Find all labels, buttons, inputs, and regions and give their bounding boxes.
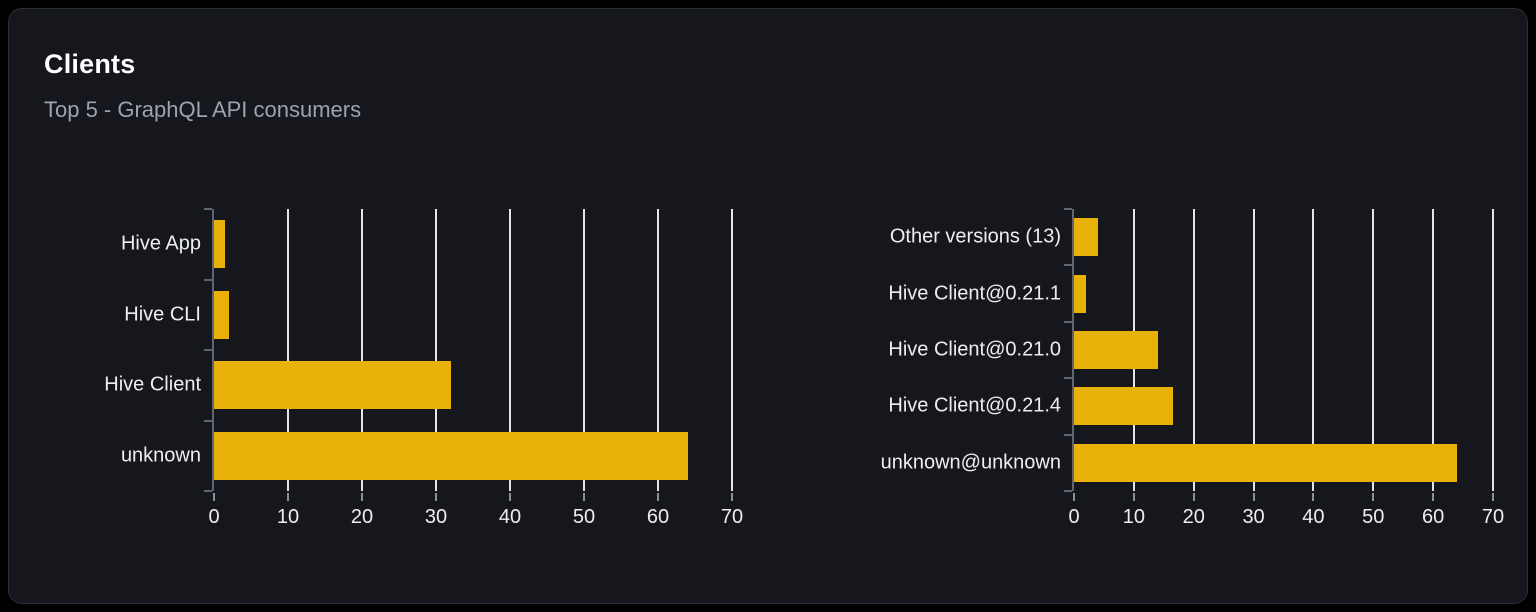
category-label: Hive App — [120, 232, 201, 255]
bar-row: Hive Client@0.21.0 — [888, 322, 1493, 378]
bar[interactable] — [214, 361, 451, 410]
x-axis-tick — [1252, 493, 1255, 501]
y-axis-tick — [1064, 377, 1072, 380]
bar-row: Other versions (13) — [890, 209, 1493, 265]
y-axis-tick — [1064, 264, 1072, 267]
category-label: unknown@unknown — [880, 451, 1061, 474]
x-axis-tick — [657, 493, 659, 501]
gridline — [1192, 209, 1195, 491]
x-axis-tick — [1073, 493, 1075, 501]
y-axis-tick — [1064, 320, 1072, 323]
bar-row: Hive Client@0.21.1 — [888, 265, 1493, 321]
gridline — [1252, 209, 1255, 491]
y-axis-tick — [204, 419, 212, 422]
bar[interactable] — [1074, 387, 1173, 426]
x-axis-tick — [1192, 493, 1195, 501]
bar[interactable] — [1074, 218, 1098, 257]
clients-card: Clients Top 5 - GraphQL API consumers 0 1… — [8, 8, 1528, 604]
y-axis-tick — [204, 349, 212, 351]
y-axis-line — [1072, 209, 1074, 491]
x-tick-label: 40 — [1302, 506, 1325, 528]
x-tick-label: 20 — [1182, 506, 1205, 528]
y-axis-line — [212, 209, 214, 491]
x-tick-label: 30 — [1242, 506, 1265, 528]
gridline — [583, 209, 585, 491]
x-axis-tick — [287, 493, 289, 501]
category-label: Hive Client@0.21.4 — [888, 394, 1061, 417]
x-tick-label: 10 — [1122, 506, 1145, 528]
x-axis-tick — [1492, 493, 1494, 501]
y-axis-tick — [1064, 208, 1072, 210]
clients-by-version-bar-chart: 0 10 20 30 40 50 60 70 Other versions (13) Hive C… — [881, 208, 1504, 528]
category-label: Other versions (13) — [889, 225, 1061, 248]
bar-row: unknown@unknown — [881, 435, 1493, 491]
x-tick-label: 40 — [498, 506, 522, 528]
x-tick-label: 0 — [208, 506, 220, 528]
x-axis-tick — [435, 493, 437, 501]
x-axis-tick — [361, 493, 363, 501]
bar[interactable] — [214, 220, 226, 269]
x-tick-label: 30 — [424, 506, 448, 528]
y-axis-tick — [204, 278, 212, 281]
y-axis-tick — [1064, 433, 1072, 436]
bar[interactable] — [214, 290, 229, 339]
gridline — [657, 209, 659, 491]
category-label: unknown — [120, 444, 201, 467]
gridline — [435, 209, 437, 491]
y-axis-tick — [204, 490, 212, 492]
x-tick-label: 70 — [1481, 506, 1505, 528]
gridline — [1492, 209, 1494, 491]
gridline — [1312, 209, 1315, 491]
x-axis-tick — [583, 493, 585, 501]
x-tick-label: 20 — [350, 506, 374, 528]
x-axis-tick — [1372, 493, 1375, 501]
x-tick-label: 60 — [646, 506, 670, 528]
bar-row: Hive Client@0.21.4 — [888, 378, 1493, 434]
gridline — [1432, 209, 1435, 491]
category-label: Hive CLI — [124, 303, 201, 326]
x-tick-label: 50 — [1362, 506, 1385, 528]
card-subtitle: Top 5 - GraphQL API consumers — [44, 97, 362, 122]
y-axis-tick — [1064, 490, 1072, 492]
gridline — [361, 209, 363, 491]
x-tick-label: 0 — [1068, 506, 1080, 528]
bar-row: Hive CLI — [124, 280, 732, 351]
category-label: Hive Client@0.21.0 — [888, 338, 1061, 361]
x-axis-tick — [509, 493, 511, 501]
bar-row: Hive App — [121, 209, 732, 280]
bar[interactable] — [1074, 443, 1458, 482]
bar[interactable] — [1074, 274, 1086, 313]
x-tick-label: 10 — [276, 506, 300, 528]
category-label: Hive Client — [104, 373, 201, 396]
bar[interactable] — [214, 431, 688, 480]
card-title: Clients — [44, 49, 136, 79]
x-axis-tick — [731, 493, 733, 501]
x-tick-label: 50 — [572, 506, 596, 528]
gridline — [509, 209, 511, 491]
bar-row: Hive Client — [104, 350, 732, 421]
clients-by-name-bar-chart: 0 10 20 30 40 50 60 70 Hive App Hive CLI Hive Clie… — [104, 208, 743, 528]
x-axis-tick — [1312, 493, 1315, 501]
category-label: Hive Client@0.21.1 — [888, 282, 1061, 305]
bar[interactable] — [1074, 330, 1158, 369]
x-axis-tick — [1132, 493, 1135, 501]
gridline — [287, 209, 289, 491]
bar-row: unknown — [121, 421, 732, 492]
x-axis-tick — [213, 493, 215, 501]
x-tick-label: 70 — [720, 506, 744, 528]
x-axis-tick — [1432, 493, 1435, 501]
gridline — [1372, 209, 1375, 491]
gridline — [731, 209, 733, 491]
x-tick-label: 60 — [1422, 506, 1445, 528]
y-axis-tick — [204, 208, 212, 210]
